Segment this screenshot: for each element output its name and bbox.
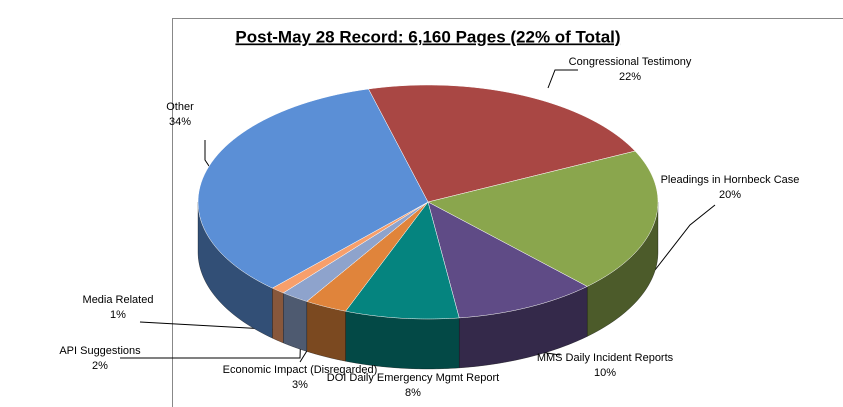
slice: [427, 150, 659, 287]
value-label: 1%: [110, 309, 126, 321]
slice-label: Media Related: [83, 294, 154, 306]
slice-label: MMS Daily Incident Reports: [537, 352, 674, 364]
slice-label: Economic Impact (Disregarded): [223, 364, 378, 376]
value-label: 10%: [594, 367, 616, 379]
slice-label: API Suggestions: [59, 345, 141, 357]
value-label: 34%: [169, 116, 191, 128]
slice: [306, 201, 429, 312]
leader-line: [547, 69, 578, 89]
value-label: 22%: [619, 71, 641, 83]
value-label: 3%: [292, 379, 308, 391]
slice-side: [272, 287, 284, 344]
chart-title: Post-May 28 Record: 6,160 Pages (22% of …: [235, 27, 620, 46]
value-label: 20%: [719, 189, 741, 201]
slice: [282, 201, 429, 302]
slice-side: [283, 292, 307, 352]
slice: [345, 201, 460, 320]
slice: [427, 201, 588, 319]
slice-label: DOI Daily Emergency Mgmt Report: [327, 372, 499, 384]
slice-label: Pleadings in Hornbeck Case: [661, 174, 800, 186]
value-label: 2%: [92, 360, 108, 372]
slice-side: [306, 301, 346, 362]
slice-side: [345, 311, 460, 370]
value-label: 8%: [405, 387, 421, 399]
leader-line: [654, 204, 716, 271]
slice: [271, 201, 429, 294]
slice: [197, 88, 429, 289]
slice-label: Congressional Testimony: [569, 56, 692, 68]
slice-label: Other: [166, 101, 194, 113]
slice: [368, 84, 636, 203]
